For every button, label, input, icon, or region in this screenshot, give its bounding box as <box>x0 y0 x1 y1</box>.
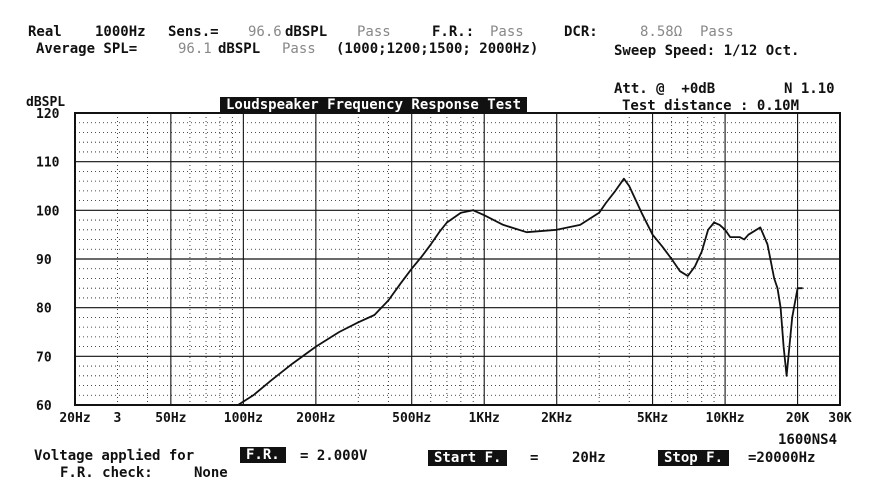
sensitivity-unit: dBSPL <box>285 24 328 40</box>
fr-status: Pass <box>490 24 524 40</box>
dcr-value: 8.58Ω <box>640 24 683 40</box>
start-frequency-button[interactable]: Start F. <box>428 450 508 466</box>
sensitivity-label: Sens.= <box>168 24 219 40</box>
x-tick-label: 500Hz <box>392 411 431 426</box>
sensitivity-value: 96.6 <box>248 24 282 40</box>
x-tick-label: 20K <box>786 411 810 426</box>
y-tick-label: 60 <box>36 399 52 414</box>
stop-frequency-button[interactable]: Stop F. <box>658 450 730 466</box>
average-frequencies: (1000;1200;1500; 2000Hz) <box>336 41 539 57</box>
test-distance: Test distance : 0.10M <box>622 98 800 114</box>
y-tick-label: 110 <box>36 156 60 171</box>
y-tick-label: 120 <box>36 107 60 122</box>
y-tick-label: 90 <box>36 253 52 268</box>
x-tick-label: 200Hz <box>296 411 335 426</box>
y-axis-label: dBSPL <box>26 95 66 110</box>
chart-grid <box>74 112 841 406</box>
chart-title: Loudspeaker Frequency Response Test <box>220 97 528 113</box>
y-tick-labels: 120 110 100 90 80 70 60 <box>36 107 60 414</box>
sweep-speed: Sweep Speed: 1/12 Oct. <box>614 43 800 59</box>
y-tick-label: 100 <box>36 204 60 219</box>
average-spl-value: 96.1 <box>178 41 212 57</box>
x-tick-label: 5KHz <box>637 411 668 426</box>
x-tick-labels: 20Hz 3 50Hz 100Hz 200Hz 500Hz 1KHz 2KHz 5KHz 10KH… <box>59 411 852 426</box>
attenuation: Att. @ +0dB <box>614 81 716 97</box>
stop-frequency-value: =20000Hz <box>748 450 816 466</box>
plot-frame <box>74 112 841 406</box>
average-spl-label: Average SPL= <box>36 41 138 57</box>
average-spl-status: Pass <box>282 41 316 57</box>
x-tick-label: 1KHz <box>469 411 500 426</box>
fr-check-value: None <box>194 465 228 481</box>
average-spl-unit: dBSPL <box>218 41 261 57</box>
dcr-status: Pass <box>700 24 734 40</box>
x-tick-label: 20Hz <box>59 411 90 426</box>
x-tick-label: 2KHz <box>541 411 572 426</box>
x-tick-label: 10KHz <box>706 411 745 426</box>
sensitivity-status: Pass <box>357 24 391 40</box>
x-tick-label: 50Hz <box>155 411 186 426</box>
test-frequency: 1000Hz <box>95 24 146 40</box>
start-frequency-equals: = <box>530 450 539 466</box>
fr-button[interactable]: F.R. <box>240 447 286 463</box>
n-value: N 1.10 <box>784 81 835 97</box>
start-frequency-value: 20Hz <box>572 450 606 466</box>
fr-label: F.R.: <box>432 24 475 40</box>
voltage-label: Voltage applied for <box>34 448 195 464</box>
fr-check-label: F.R. check: <box>60 465 153 481</box>
x-tick-label: 100Hz <box>224 411 263 426</box>
x-tick-label: 30K <box>828 411 852 426</box>
dcr-label: DCR: <box>564 24 598 40</box>
response-curve <box>237 177 803 406</box>
y-tick-label: 80 <box>36 302 52 317</box>
voltage-value: = 2.000V <box>300 448 368 464</box>
y-tick-label: 70 <box>36 350 52 365</box>
x-tick-label: 3 <box>113 411 121 426</box>
mode-label: Real <box>28 24 62 40</box>
model-label: 1600NS4 <box>778 432 838 448</box>
